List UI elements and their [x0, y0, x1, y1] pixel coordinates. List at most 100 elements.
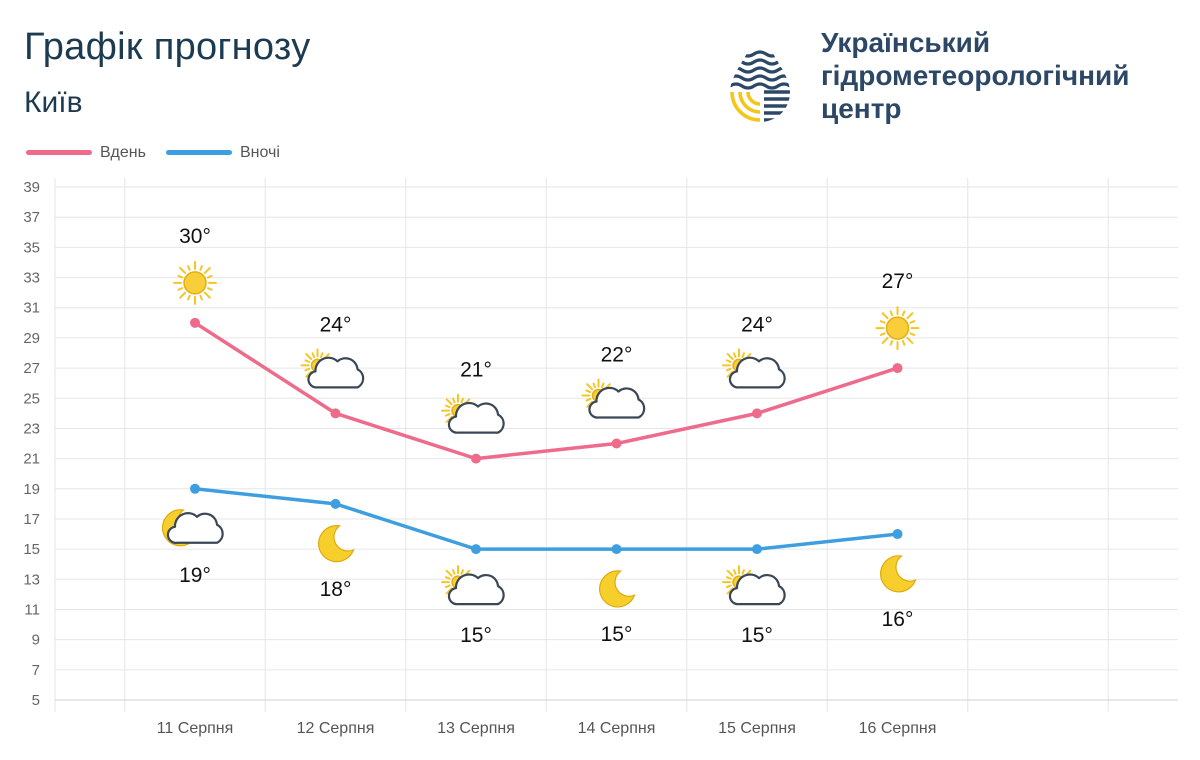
sun-ray: [187, 265, 191, 271]
cloud-shape: [588, 386, 646, 419]
partly-cloudy-icon: [300, 348, 365, 389]
sun-ray: [901, 340, 906, 346]
data-label: 21°: [460, 359, 492, 382]
sun-ray: [909, 320, 916, 324]
logo-line-2: гідрометеорологічний: [821, 60, 1130, 91]
sun-ray: [206, 274, 213, 279]
data-point[interactable]: [892, 363, 903, 374]
sun-ray: [179, 291, 187, 299]
sun-ray: [444, 576, 451, 580]
data-label: 15°: [601, 623, 633, 646]
series-night: [190, 483, 903, 555]
data-label: 15°: [460, 624, 492, 647]
data-point[interactable]: [752, 544, 762, 555]
data-point[interactable]: [471, 453, 481, 464]
y-tick-label: 31: [23, 300, 40, 317]
moon-shape: [318, 525, 355, 563]
y-tick-label: 7: [32, 662, 40, 679]
legend-swatch-day: [26, 150, 92, 155]
sun-ray: [881, 336, 889, 344]
sun-ray: [203, 291, 211, 299]
cloud-shape: [447, 401, 505, 434]
sun-ray: [304, 359, 311, 363]
sun-ray: [460, 569, 464, 575]
sun-ray: [311, 352, 316, 359]
data-point[interactable]: [471, 544, 481, 555]
y-tick-label: 5: [32, 692, 40, 709]
sun-ray: [177, 287, 184, 291]
y-tick-label: 9: [32, 632, 40, 649]
sun-disc: [183, 271, 207, 295]
sun-ray: [879, 320, 886, 324]
logo-line-3: центр: [821, 93, 902, 124]
sun-ray: [725, 359, 732, 363]
sun-ray: [187, 294, 191, 301]
sun-ray: [199, 294, 203, 301]
sun-ray: [460, 397, 464, 404]
partly-cloudy-icon: [581, 378, 646, 419]
data-label: 24°: [741, 313, 773, 336]
partly-cloudy-icon: [722, 348, 786, 389]
moon-cloud-icon: [161, 509, 224, 547]
y-tick-label: 15: [23, 541, 40, 558]
sun-ray: [203, 266, 211, 274]
sun-ray: [906, 312, 914, 320]
sun-ray: [445, 415, 453, 423]
y-tick-label: 21: [23, 451, 40, 468]
sun-ray: [445, 569, 453, 577]
data-point[interactable]: [611, 438, 622, 449]
sun-ray: [909, 332, 916, 336]
data-label: 22°: [601, 344, 633, 367]
sun-ray: [889, 310, 894, 317]
logo-line-1: Український: [821, 27, 991, 58]
x-tick-label: 13 Серпня: [437, 720, 515, 737]
data-point[interactable]: [190, 483, 200, 494]
data-point[interactable]: [330, 498, 341, 509]
moon-shape: [599, 570, 636, 608]
sun-disc: [885, 316, 910, 340]
x-tick-label: 14 Серпня: [578, 720, 656, 737]
y-tick-label: 39: [23, 179, 40, 196]
cloud-shape: [728, 573, 786, 606]
data-point[interactable]: [330, 408, 341, 419]
sun-ray: [726, 587, 734, 595]
partly-cloudy-icon: [441, 565, 505, 606]
x-tick-label: 12 Серпня: [297, 720, 375, 737]
sun-icon: [875, 306, 920, 351]
sun-ray: [741, 352, 745, 359]
sun-ray: [901, 310, 906, 317]
data-point[interactable]: [611, 544, 622, 555]
cloud-shape: [447, 573, 505, 606]
sun-ray: [725, 367, 732, 372]
sun-ray: [585, 389, 592, 394]
sun-ray: [206, 287, 213, 291]
legend-label-night: Вночі: [240, 144, 280, 161]
sun-ray: [444, 404, 451, 409]
sun-ray: [889, 340, 894, 346]
y-tick-label: 37: [23, 209, 40, 226]
sun-ray: [725, 584, 732, 589]
ugmc-logo: Український гідрометеорологічний центр: [724, 26, 1184, 126]
sun-ray: [444, 584, 451, 589]
sun-ray: [879, 332, 886, 336]
data-point[interactable]: [752, 408, 762, 419]
sun-ray: [733, 352, 737, 359]
y-tick-label: 27: [23, 360, 40, 377]
sun-ray: [726, 569, 734, 577]
data-label: 15°: [741, 624, 773, 647]
series-line: [193, 321, 900, 461]
data-point[interactable]: [892, 529, 903, 540]
sun-ray: [444, 413, 451, 417]
sun-ray: [726, 353, 734, 360]
partly-cloudy-icon: [722, 565, 786, 606]
logo-text: Український гідрометеорологічний центр: [821, 26, 1129, 125]
moon-icon: [599, 570, 636, 608]
sun-ray: [725, 576, 732, 580]
y-tick-label: 35: [23, 239, 40, 256]
y-tick-label: 23: [23, 420, 40, 437]
y-tick-label: 19: [23, 481, 40, 498]
data-point[interactable]: [190, 317, 200, 328]
sun-icon: [173, 260, 217, 305]
data-label: 30°: [179, 225, 211, 248]
